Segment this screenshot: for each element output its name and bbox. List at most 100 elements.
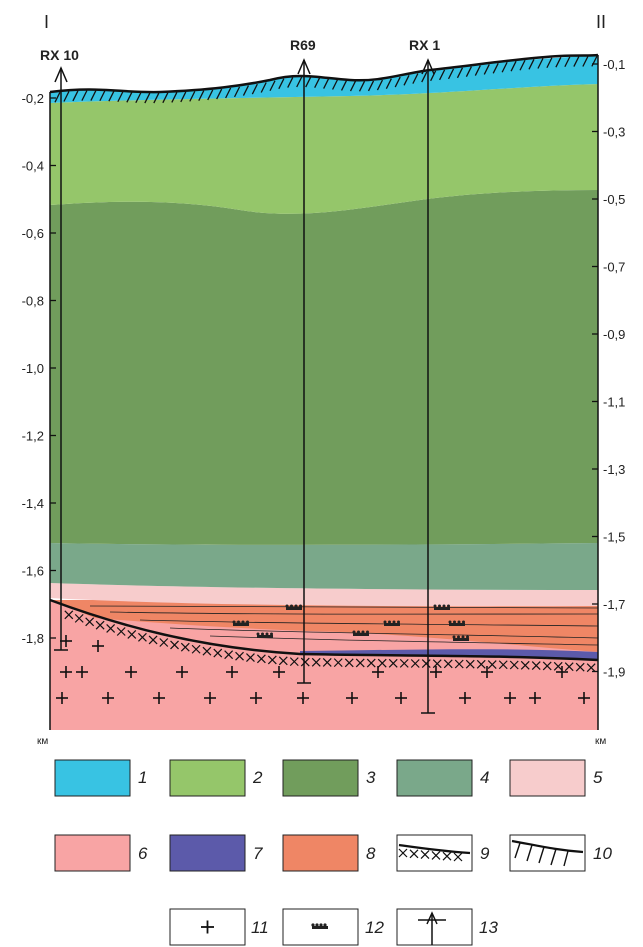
- surface-hatch-mark: [573, 56, 580, 67]
- dot-cluster: [449, 623, 465, 626]
- right-axis-tick-label: -0,7: [603, 260, 625, 275]
- right-axis-tick-label: -0,3: [603, 125, 625, 140]
- layer-2: [50, 84, 598, 214]
- left-axis-tick-label: -1,4: [22, 496, 44, 511]
- dot-cluster: [447, 604, 450, 608]
- surface-hatch-mark: [135, 92, 142, 104]
- basement-top-line: [49, 598, 599, 662]
- dot-cluster: [457, 635, 460, 639]
- dot-cluster: [256, 632, 260, 636]
- basement-cross: [388, 658, 398, 668]
- section-body: [50, 55, 598, 730]
- basement-cross: [542, 661, 552, 671]
- well-rx1: RX 1: [409, 37, 440, 714]
- dot-cluster: [290, 604, 293, 608]
- layer-3: [50, 190, 598, 545]
- legend-swatch-4: [396, 759, 473, 797]
- legend-10-line: [511, 839, 584, 854]
- basement-crosses: [64, 610, 596, 673]
- right-axis-tick-label: -1,1: [603, 395, 625, 410]
- left-axis-tick-label: -1,6: [22, 564, 44, 579]
- basement-cross: [235, 651, 244, 661]
- left-axis-unit: км: [37, 736, 48, 747]
- legend-num-10: 10: [593, 844, 612, 863]
- surface-hatch-mark: [153, 92, 160, 104]
- dot-cluster: [353, 633, 369, 636]
- surface-hatch-mark: [430, 70, 437, 82]
- dot-cluster: [384, 623, 400, 626]
- surface-hatch-mark: [519, 59, 526, 71]
- dot-cluster: [232, 620, 236, 624]
- dot-cluster: [438, 604, 441, 608]
- dot-cluster: [366, 630, 369, 634]
- right-axis-tick-label: -1,7: [603, 597, 625, 612]
- surface-hatch-mark: [483, 64, 490, 75]
- section-start-label: I: [44, 12, 49, 32]
- surface-hatch-mark: [63, 91, 70, 102]
- basement-cross: [366, 658, 376, 668]
- dot-cluster: [453, 620, 456, 624]
- dot-cluster: [285, 604, 289, 608]
- well-label-rx10: RX 10: [40, 47, 79, 63]
- legend-num-3: 3: [366, 768, 376, 787]
- basement-cross: [322, 658, 332, 667]
- basement-cross: [170, 640, 179, 650]
- basement-cross: [399, 658, 409, 668]
- left-axis-tick-label: -1,2: [22, 429, 44, 444]
- well-r69: R69: [290, 37, 316, 684]
- basement-cross: [74, 613, 84, 623]
- basement-cross: [443, 659, 453, 669]
- dot-cluster: [466, 635, 469, 639]
- legend-11-plus: [201, 920, 214, 934]
- surface-hatch-mark: [501, 61, 508, 73]
- legend-num-9: 9: [480, 844, 490, 863]
- basement-cross: [278, 656, 288, 666]
- dot-cluster: [397, 620, 400, 624]
- legend: 1 2 3 4 5 6 7 8 9 10: [54, 759, 612, 946]
- legend-swatch-3: [282, 759, 359, 797]
- surface-hatch-mark: [439, 69, 446, 81]
- well-label-r69: R69: [290, 37, 316, 53]
- surface-hatch-mark: [233, 86, 241, 98]
- surface-hatch-mark: [198, 90, 205, 101]
- surface-hatch-mark: [528, 59, 535, 70]
- surface-hatch-mark: [162, 92, 169, 104]
- legend-num-4: 4: [480, 768, 489, 787]
- dot-cluster: [352, 630, 356, 634]
- surface-hatch-mark: [216, 88, 223, 100]
- basement-cross: [267, 655, 277, 665]
- legend-num-7: 7: [253, 844, 263, 863]
- right-axis-tick-label: -1,9: [603, 665, 625, 680]
- dot-cluster: [388, 620, 391, 624]
- basement-cross: [202, 646, 212, 656]
- basement-cross: [85, 617, 95, 627]
- basement-cross: [127, 630, 137, 639]
- legend-swatch-2: [169, 759, 246, 797]
- surface-hatch-mark: [358, 81, 366, 92]
- basement-cross: [564, 662, 574, 672]
- basement-cross: [586, 663, 596, 673]
- dot-cluster: [270, 632, 273, 636]
- basement-cross: [377, 658, 387, 668]
- legend-10-hatch: [514, 842, 569, 867]
- surface-hatch-mark: [456, 67, 464, 79]
- dot-cluster: [461, 635, 465, 639]
- legend-9-crosses: [398, 848, 463, 862]
- dot-cluster: [265, 632, 269, 636]
- basement-cross: [95, 620, 105, 630]
- dot-cluster: [261, 632, 264, 636]
- basement-cross: [432, 659, 442, 669]
- layer-5: [50, 583, 598, 607]
- surface-hatch-mark: [242, 85, 250, 96]
- legend-9-cross: [398, 848, 408, 858]
- well-rx10: RX 10: [40, 47, 79, 651]
- surface-hatch-mark: [394, 76, 401, 88]
- surface-hatch-mark: [314, 77, 321, 88]
- basement-cross: [476, 659, 486, 669]
- basement-cross: [355, 658, 365, 668]
- legend-9-cross: [420, 850, 430, 860]
- surface-hatch-mark: [81, 90, 88, 101]
- legend-9-line: [398, 843, 471, 855]
- legend-swatch-6: [54, 834, 131, 872]
